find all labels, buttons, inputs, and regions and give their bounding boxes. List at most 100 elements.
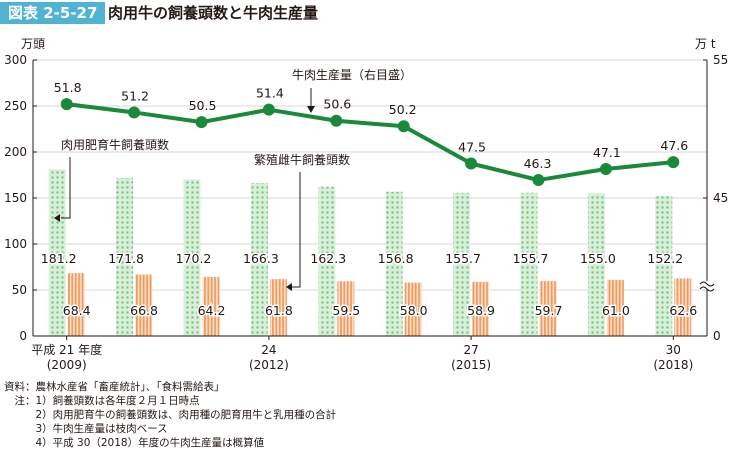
axis-break	[699, 281, 715, 292]
figure-title: 肉用牛の飼養頭数と牛肉生産量	[108, 4, 319, 22]
axis-break-gap	[699, 281, 715, 289]
bars	[48, 169, 692, 336]
orange-bar-data-label: 58.0	[400, 303, 428, 318]
green-bar-data-label: 170.2	[176, 251, 212, 266]
bar-fattening-cattle	[116, 177, 134, 336]
right-tick-label: 0	[713, 329, 721, 343]
green-bar-data-label: 152.2	[647, 251, 683, 266]
bar-breeding-cows	[135, 274, 153, 336]
axis-break-mark	[699, 286, 715, 292]
note-line: 3）牛肉生産量は枝肉ベース	[4, 423, 168, 435]
green-bar-data-label: 155.7	[445, 251, 481, 266]
bar-fattening-cattle	[183, 179, 201, 336]
beef-production-point	[262, 103, 275, 116]
figure-header: 図表 2-5-27 肉用牛の飼養頭数と牛肉生産量	[0, 0, 730, 26]
annotation-arrow	[54, 214, 60, 222]
bar-fattening-cattle	[587, 193, 605, 336]
line-data-label: 50.6	[323, 97, 351, 112]
left-tick-label: 100	[4, 237, 27, 251]
green-bar-data-label: 166.3	[243, 251, 279, 266]
bar-breeding-cows	[606, 279, 624, 336]
green-bar-data-label: 155.7	[513, 251, 549, 266]
left-tick-label: 250	[4, 99, 27, 113]
orange-bar-data-label: 59.7	[535, 303, 563, 318]
note-line: 4）平成 30（2018）年度の牛肉生産量は概算値	[4, 437, 265, 449]
right-axis-unit: 万 t	[695, 37, 716, 51]
left-tick-label: 0	[19, 329, 27, 343]
bar-fattening-cattle	[250, 183, 268, 336]
x-tick-label: 平成 21 年度	[31, 342, 102, 357]
line-data-label: 51.4	[256, 86, 284, 101]
bar-breeding-cows	[337, 281, 355, 336]
beef-production-point	[195, 116, 208, 129]
beef-production-point	[599, 163, 612, 176]
line-data-label: 51.2	[121, 88, 149, 103]
notes: 資料：農林水産省「畜産統計」、「食料需給表」 注：1）飼養頭数は各年度２月１日時…	[4, 380, 336, 450]
axis-break-mark	[699, 281, 715, 287]
left-tick-label: 300	[4, 53, 27, 67]
beef-production-line	[66, 102, 674, 183]
line-series-label: 牛肉生産量（右目盛）	[292, 67, 412, 82]
line-data-label: 47.5	[458, 140, 486, 155]
beef-production-point	[128, 106, 141, 119]
figure-badge: 図表 2-5-27	[0, 2, 106, 24]
bar-breeding-cows	[269, 279, 287, 336]
note-line: 注：1）飼養頭数は各年度２月１日時点	[4, 395, 200, 407]
orange-series-label: 繁殖雌牛飼養頭数	[254, 152, 350, 167]
beef-production-point	[330, 114, 343, 127]
beef-production-point	[60, 98, 73, 111]
green-series-label: 肉用肥育牛飼養頭数	[61, 137, 169, 152]
beef-production-point	[667, 156, 680, 169]
green-bar-data-label: 162.3	[310, 251, 346, 266]
orange-bar-data-label: 59.5	[332, 303, 360, 318]
bar-breeding-cows	[67, 273, 85, 336]
bar-breeding-cows	[539, 281, 557, 336]
line-data-label: 47.6	[660, 138, 688, 153]
bar-breeding-cows	[202, 276, 220, 336]
axes: 0 50 100 150 200 250 300 万頭 万 t 55 45 0 平成 21 年度(200…	[4, 37, 728, 372]
beef-production-point	[397, 120, 410, 133]
x-tick-label: (2009)	[47, 358, 87, 372]
left-tick-label: 200	[4, 145, 27, 159]
x-tick-label: (2012)	[249, 358, 289, 372]
x-tick-label: 27	[463, 343, 478, 357]
orange-bar-data-label: 61.8	[265, 303, 293, 318]
x-tick-label: 24	[261, 343, 276, 357]
chart: 0 50 100 150 200 250 300 万頭 万 t 55 45 0 平成 21 年度(200…	[4, 37, 728, 372]
green-bar-data-label: 181.2	[41, 251, 77, 266]
right-tick-label: 55	[713, 53, 728, 67]
bar-fattening-cattle	[318, 186, 336, 336]
line-series	[60, 98, 680, 187]
line-data-label: 51.8	[54, 80, 82, 95]
annotation-leader	[61, 157, 71, 219]
beef-production-point	[532, 174, 545, 187]
note-line: 2）肉用肥育牛の飼養頭数は、肉用種の肥育用牛と乳用種の合計	[4, 409, 337, 421]
orange-bar-data-label: 58.9	[467, 303, 495, 318]
left-axis-unit: 万頭	[21, 37, 45, 51]
right-tick-label: 45	[713, 191, 728, 205]
orange-bar-data-label: 64.2	[198, 303, 226, 318]
note-line: 資料：農林水産省「畜産統計」、「食料需給表」	[4, 381, 225, 393]
x-tick-label: (2015)	[451, 358, 491, 372]
line-data-label: 50.5	[189, 98, 217, 113]
bar-breeding-cows	[404, 282, 422, 336]
bar-fattening-cattle	[385, 191, 403, 336]
orange-bar-data-label: 62.6	[669, 303, 697, 318]
left-tick-label: 50	[12, 283, 27, 297]
line-data-label: 46.3	[524, 156, 552, 171]
line-data-label: 50.2	[389, 102, 417, 117]
bar-breeding-cows	[472, 281, 490, 336]
line-data-label: 47.1	[593, 145, 621, 160]
x-tick-label: (2018)	[653, 358, 693, 372]
bar-breeding-cows	[674, 278, 692, 336]
bar-fattening-cattle	[655, 195, 673, 336]
beef-production-point	[465, 157, 478, 170]
green-bar-data-label: 171.8	[108, 251, 144, 266]
annotation-arrow	[286, 283, 292, 291]
bar-fattening-cattle	[520, 192, 538, 336]
orange-bar-data-label: 61.0	[602, 303, 630, 318]
orange-bar-data-label: 66.8	[130, 303, 158, 318]
x-tick-label: 30	[666, 343, 681, 357]
bar-fattening-cattle	[453, 192, 471, 336]
